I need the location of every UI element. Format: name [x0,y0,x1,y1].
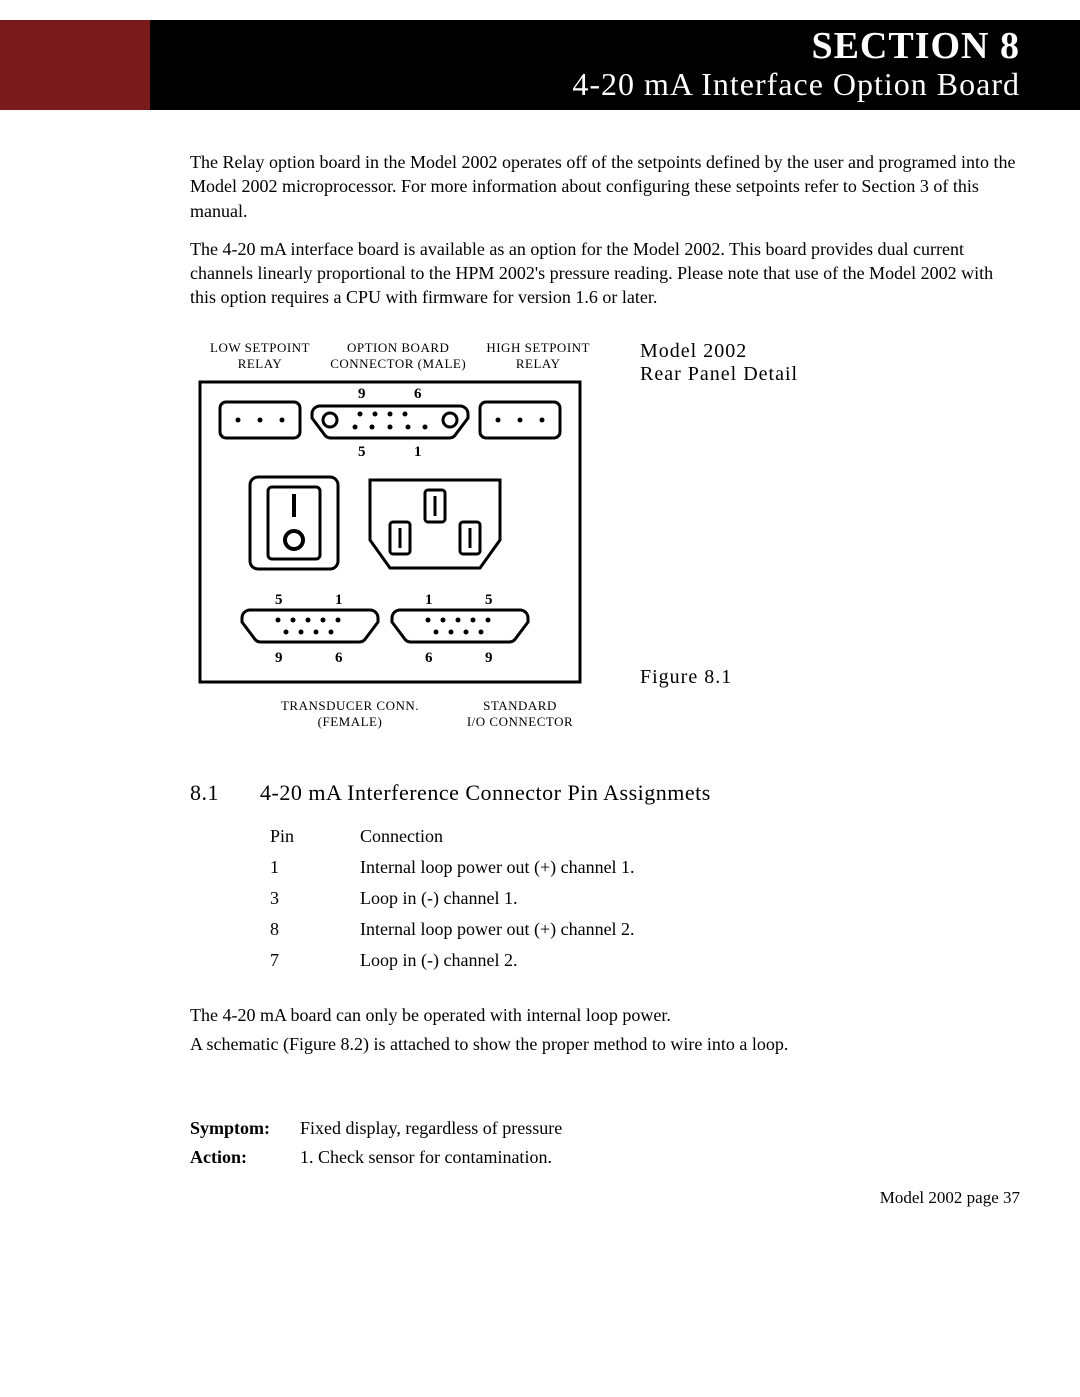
page-header: SECTION 8 4-20 mA Interface Option Board [0,0,1080,110]
figure-diagram-col: LOW SETPOINTRELAY OPTION BOARDCONNECTOR … [190,340,590,730]
pin-table: Pin Connection 1 Internal loop power out… [270,826,1020,971]
notes: The 4-20 mA board can only be operated w… [190,1001,1020,1059]
label-high-setpoint: HIGH SETPOINTRELAY [486,340,590,372]
label-low-setpoint: LOW SETPOINTRELAY [210,340,310,372]
svg-text:5: 5 [485,592,493,608]
symptom-value: Fixed display, regardless of pressure [300,1118,1020,1139]
svg-text:9: 9 [358,386,366,402]
pin-header-pin: Pin [270,826,360,847]
svg-text:5: 5 [358,444,366,460]
figure-panel-label: Rear Panel Detail [640,363,798,386]
symptom-row: Symptom: Fixed display, regardless of pr… [190,1118,1020,1139]
table-row: 3 Loop in (-) channel 1. [270,888,1020,909]
symptom-action-block: Symptom: Fixed display, regardless of pr… [190,1118,1020,1168]
power-inlet-icon [370,480,500,568]
table-row: 1 Internal loop power out (+) channel 1. [270,857,1020,878]
pin-table-header: Pin Connection [270,826,1020,847]
subsection-title: 4-20 mA Interference Connector Pin Assig… [260,780,711,806]
header-main: SECTION 8 4-20 mA Interface Option Board [150,20,1080,110]
svg-text:6: 6 [335,650,343,666]
label-io-connector: STANDARDI/O CONNECTOR [450,698,590,730]
subsection-number: 8.1 [190,780,260,806]
transducer-connector-icon: 5 1 9 6 [242,592,378,666]
svg-text:9: 9 [275,650,283,666]
action-row: Action: 1. Check sensor for contaminatio… [190,1147,1020,1168]
table-row: 7 Loop in (-) channel 2. [270,950,1020,971]
symptom-label: Symptom: [190,1118,300,1139]
figure-top-labels: LOW SETPOINTRELAY OPTION BOARDCONNECTOR … [210,340,590,372]
high-setpoint-relay-icon [480,402,560,438]
section-label: SECTION 8 [150,24,1020,68]
svg-text:6: 6 [414,386,422,402]
label-option-board: OPTION BOARDCONNECTOR (MALE) [330,340,466,372]
figure-side-labels: Model 2002 Rear Panel Detail Figure 8.1 [640,340,798,689]
io-connector-icon: 1 5 6 9 [392,592,528,666]
section-title: 4-20 mA Interface Option Board [150,66,1020,103]
rear-panel-diagram: 9 6 5 1 [190,372,590,692]
note-1: The 4-20 mA board can only be operated w… [190,1001,1020,1030]
svg-text:6: 6 [425,650,433,666]
header-accent [0,20,150,110]
subsection-heading: 8.1 4-20 mA Interference Connector Pin A… [190,780,1020,806]
figure-block: LOW SETPOINTRELAY OPTION BOARDCONNECTOR … [190,340,1020,730]
svg-text:1: 1 [425,592,433,608]
table-row: 8 Internal loop power out (+) channel 2. [270,919,1020,940]
action-label: Action: [190,1147,300,1168]
svg-text:1: 1 [335,592,343,608]
action-value: 1. Check sensor for contamination. [300,1147,1020,1168]
svg-text:5: 5 [275,592,283,608]
figure-bottom-labels: TRANSDUCER CONN.(FEMALE) STANDARDI/O CON… [210,698,590,730]
power-switch-icon [250,477,338,569]
pin-header-conn: Connection [360,826,1020,847]
intro-p2: The 4-20 mA interface board is available… [190,237,1020,310]
intro-p1: The Relay option board in the Model 2002… [190,150,1020,223]
low-setpoint-relay-icon [220,402,300,438]
svg-text:9: 9 [485,650,493,666]
label-transducer: TRANSDUCER CONN.(FEMALE) [250,698,450,730]
page-footer: Model 2002 page 37 [0,1188,1020,1208]
figure-model-label: Model 2002 [640,340,798,363]
intro-text: The Relay option board in the Model 2002… [190,150,1020,310]
note-2: A schematic (Figure 8.2) is attached to … [190,1030,1020,1059]
option-board-connector-icon: 9 6 5 1 [312,386,468,460]
figure-caption: Figure 8.1 [640,666,798,689]
svg-text:1: 1 [414,444,422,460]
